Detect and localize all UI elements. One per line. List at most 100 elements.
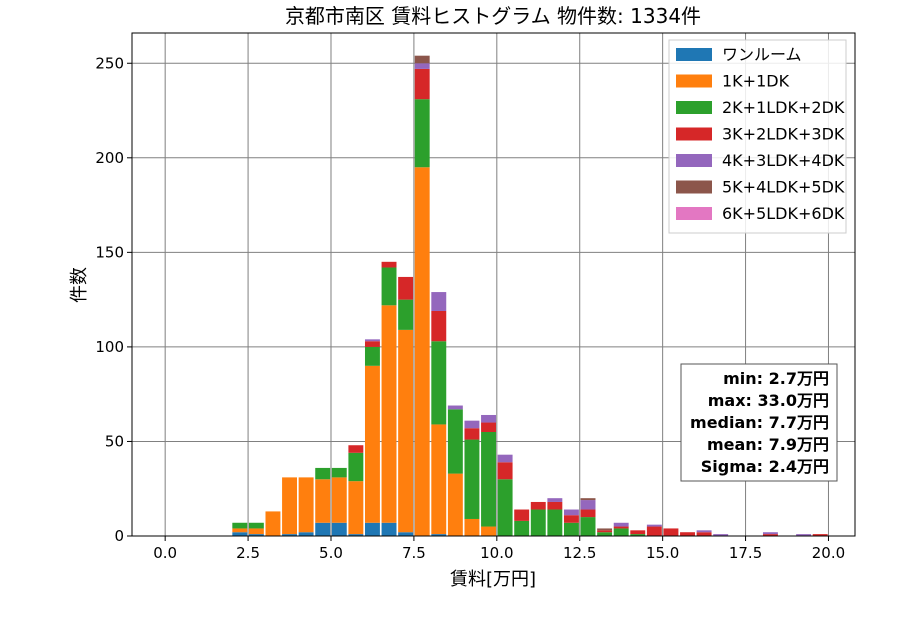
legend-label: 1K+1DK — [722, 72, 790, 91]
bar-segment — [580, 517, 596, 536]
bar-segment — [381, 522, 397, 536]
legend: ワンルーム 1K+1DK 2K+1LDK+2DK 3K+2LDK+3DK 4K+3LDK… — [668, 39, 847, 234]
bar-segment — [348, 445, 364, 453]
bar-segment — [547, 498, 563, 502]
legend-label: 3K+2LDK+3DK — [722, 125, 845, 144]
bar-segment — [464, 428, 480, 440]
bar-segment — [431, 341, 447, 425]
bar-segment — [696, 530, 712, 533]
stats-max: max: 33.0万円 — [708, 391, 829, 410]
bar-segment — [381, 305, 397, 523]
legend-swatch — [676, 127, 712, 141]
bar-segment — [497, 462, 513, 480]
bar-segment — [630, 530, 646, 535]
bar-segment — [713, 534, 729, 536]
bar-segment — [414, 63, 430, 69]
bar-segment — [580, 500, 596, 510]
bar-segment — [282, 534, 297, 536]
bar-segment — [563, 509, 579, 516]
bar-segment — [646, 524, 662, 527]
bar-segment — [414, 167, 430, 536]
bar-segment — [447, 409, 463, 474]
plot-frame — [131, 32, 856, 537]
bar-segment — [398, 329, 414, 533]
stats-annotation: min: 2.7万円 max: 33.0万円 median: 7.7万円 mea… — [680, 363, 838, 482]
bar-segment — [298, 477, 314, 533]
legend-swatch — [676, 101, 712, 114]
bar-segment — [414, 99, 430, 168]
bar-segment — [315, 479, 331, 523]
bar-segment — [447, 405, 463, 410]
bar-segment — [514, 520, 530, 536]
x-tick-label: 12.5 — [563, 544, 596, 562]
bar-segment — [696, 532, 712, 536]
bar-segment — [232, 528, 248, 533]
legend-label: 5K+4LDK+5DK — [722, 178, 845, 197]
bar-segment — [464, 439, 480, 519]
legend-swatch — [676, 154, 712, 167]
bar-segment — [796, 534, 812, 536]
x-tick-label: 15.0 — [646, 544, 679, 562]
bar-segment — [597, 530, 613, 533]
bar-segment — [331, 467, 347, 478]
legend-label: 4K+3LDK+4DK — [722, 151, 845, 170]
bar-segment — [762, 534, 778, 536]
y-tick-label: 200 — [95, 149, 124, 167]
bar-segment — [381, 261, 397, 268]
bar-segment — [447, 473, 463, 536]
bar-segment — [481, 414, 496, 423]
legend-label: ワンルーム — [722, 45, 802, 64]
bar-segment — [364, 346, 380, 366]
bar-segment — [762, 532, 778, 535]
bar-segment — [414, 68, 430, 100]
bar-segment — [431, 534, 447, 536]
bar-segment — [298, 532, 314, 536]
x-tick-label: 7.5 — [402, 544, 426, 562]
bar-segment — [431, 424, 447, 535]
bar-segment — [530, 501, 546, 510]
bar-segment — [597, 528, 613, 531]
bar-segment — [232, 522, 248, 529]
legend-label: 2K+1LDK+2DK — [722, 98, 845, 117]
stats-min: min: 2.7万円 — [723, 369, 829, 388]
bar-segment — [597, 532, 613, 536]
bar-segment — [282, 477, 297, 535]
bar-segment — [680, 532, 695, 536]
bar-segment — [663, 528, 679, 536]
bar-segment — [348, 452, 364, 482]
y-tick-label: 0 — [114, 527, 124, 545]
x-tick-label: 2.5 — [236, 544, 260, 562]
bar-segment — [348, 534, 364, 536]
bar-segment — [431, 310, 447, 342]
legend-swatch — [676, 180, 712, 194]
bar-segment — [613, 528, 629, 536]
y-tick-label: 150 — [95, 243, 124, 261]
bar-segment — [364, 522, 380, 536]
legend-swatch — [676, 48, 712, 61]
bar-segment — [580, 509, 596, 518]
bar-segment — [547, 509, 563, 536]
y-axis-label: 件数 — [69, 267, 90, 303]
stats-median: median: 7.7万円 — [690, 413, 829, 432]
stats-mean: mean: 7.9万円 — [707, 435, 829, 454]
bar-segment — [431, 292, 447, 311]
x-tick-label: 0.0 — [153, 544, 177, 562]
bar-segment — [381, 267, 397, 306]
bar-segment — [514, 509, 530, 521]
bar-segment — [398, 276, 414, 300]
y-tick-label: 250 — [95, 54, 124, 72]
bar-segment — [331, 522, 347, 536]
x-tick-label: 5.0 — [319, 544, 343, 562]
bar-segment — [530, 509, 546, 536]
bar-segment — [315, 467, 331, 480]
chart-title: 京都市南区 賃料ヒストグラム 物件数: 1334件 — [285, 4, 701, 28]
bar-segment — [563, 515, 579, 523]
x-tick-label: 17.5 — [729, 544, 762, 562]
bar-segment — [481, 422, 496, 432]
bar-segment — [613, 522, 629, 527]
bar-segment — [580, 498, 596, 501]
bar-segment — [232, 532, 248, 536]
legend-swatch — [676, 207, 712, 220]
